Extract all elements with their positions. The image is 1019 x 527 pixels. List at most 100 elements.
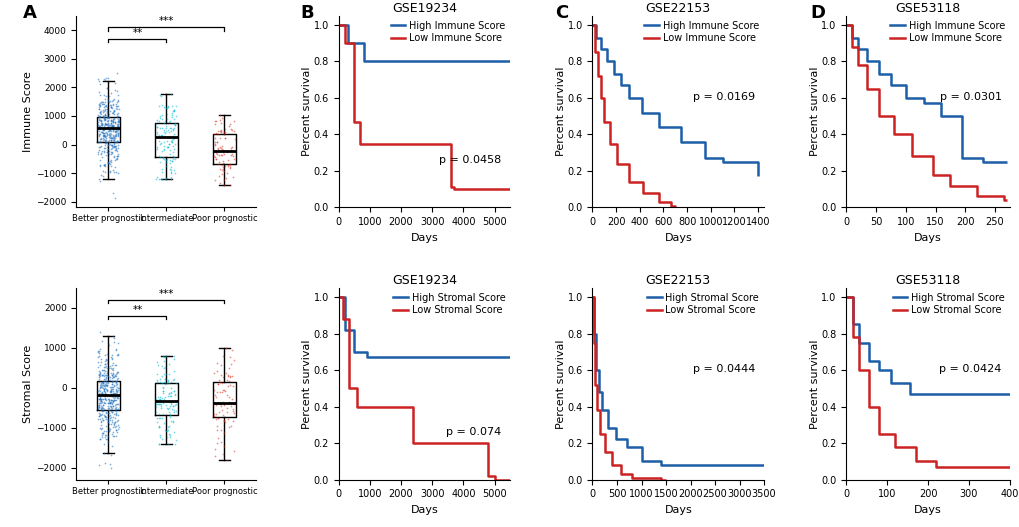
Point xyxy=(97,120,113,128)
Point xyxy=(152,375,168,384)
Point xyxy=(90,120,106,129)
Point xyxy=(209,150,225,158)
Point xyxy=(96,363,112,372)
Point xyxy=(98,396,114,404)
Point xyxy=(150,400,166,408)
Point xyxy=(104,370,120,379)
Point xyxy=(164,157,180,165)
Point xyxy=(151,411,167,419)
Point xyxy=(109,392,125,401)
Point xyxy=(91,174,107,183)
Point xyxy=(108,152,124,160)
Point xyxy=(104,399,120,408)
Point xyxy=(211,151,227,160)
Point xyxy=(91,146,107,154)
Point xyxy=(109,112,125,120)
Point xyxy=(91,132,107,140)
Point xyxy=(101,122,117,131)
Point xyxy=(103,103,119,111)
Point xyxy=(103,142,119,150)
Point xyxy=(94,337,110,346)
Point xyxy=(152,414,168,423)
Point xyxy=(102,107,118,115)
Point xyxy=(100,395,116,404)
Point xyxy=(91,127,107,135)
Point xyxy=(107,371,123,379)
Point xyxy=(100,124,116,132)
Point xyxy=(207,391,223,399)
Point xyxy=(95,406,111,414)
Point xyxy=(163,138,179,146)
Point xyxy=(106,142,122,150)
Point xyxy=(154,388,170,397)
Point xyxy=(154,132,170,140)
Point xyxy=(98,102,114,111)
Point xyxy=(107,132,123,141)
Point xyxy=(110,421,126,430)
Point xyxy=(154,115,170,123)
Point xyxy=(105,372,121,380)
Point xyxy=(91,105,107,113)
Point xyxy=(91,122,107,130)
Point xyxy=(109,123,125,131)
Point xyxy=(99,434,115,443)
Point xyxy=(100,437,116,446)
Point xyxy=(91,113,107,121)
Point xyxy=(96,385,112,394)
Point xyxy=(103,391,119,399)
Point xyxy=(210,434,226,443)
Point xyxy=(110,95,126,104)
Point xyxy=(94,377,110,386)
Point xyxy=(96,113,112,121)
Point xyxy=(167,154,183,163)
Point xyxy=(96,384,112,393)
Point xyxy=(97,431,113,439)
Point xyxy=(151,431,167,440)
Point xyxy=(108,147,124,155)
Point xyxy=(167,399,183,408)
Point xyxy=(102,403,118,411)
Point xyxy=(166,120,182,129)
Point xyxy=(98,380,114,389)
Point xyxy=(100,150,116,158)
Point xyxy=(96,385,112,394)
Point xyxy=(98,381,114,389)
Point xyxy=(93,138,109,146)
Point xyxy=(96,114,112,123)
Point xyxy=(108,402,124,411)
Point xyxy=(107,376,123,385)
Point xyxy=(91,100,107,109)
Point xyxy=(92,391,108,399)
Point xyxy=(224,372,240,380)
Point xyxy=(157,401,173,409)
Point xyxy=(95,172,111,181)
Point xyxy=(162,146,178,154)
Point xyxy=(91,401,107,409)
Point xyxy=(105,394,121,403)
Point xyxy=(149,414,165,422)
Point xyxy=(94,119,110,127)
Point xyxy=(102,362,118,370)
Point xyxy=(211,376,227,385)
Point xyxy=(98,379,114,387)
Point xyxy=(105,384,121,393)
Point xyxy=(213,119,229,128)
Point xyxy=(105,143,121,151)
Point xyxy=(92,435,108,443)
Point xyxy=(91,130,107,138)
Point xyxy=(94,123,110,132)
Point xyxy=(92,396,108,405)
Point xyxy=(110,140,126,149)
Point xyxy=(102,96,118,105)
Point xyxy=(156,128,172,136)
Point xyxy=(95,112,111,120)
Point xyxy=(162,384,178,393)
Point xyxy=(211,116,227,124)
Point xyxy=(109,394,125,402)
Point xyxy=(94,414,110,422)
Point xyxy=(93,171,109,180)
Point xyxy=(101,131,117,140)
Point xyxy=(165,134,181,142)
Point xyxy=(152,399,168,408)
Point xyxy=(160,359,176,368)
